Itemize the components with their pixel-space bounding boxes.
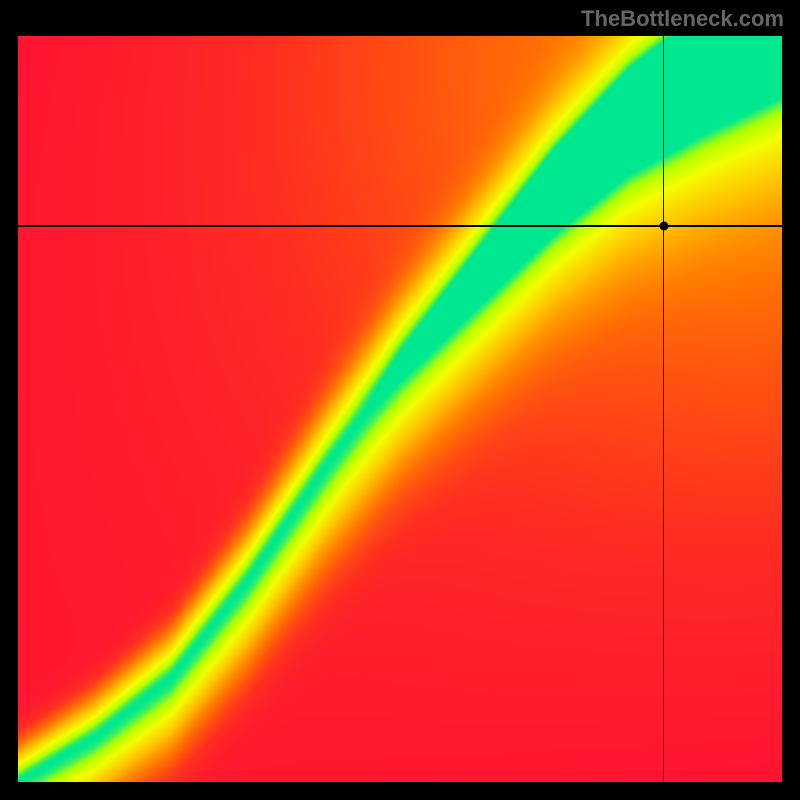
heatmap-plot [18,36,782,782]
crosshair-marker [659,222,668,231]
crosshair-vertical [663,36,665,782]
figure-container: TheBottleneck.com [0,0,800,800]
heatmap-canvas [18,36,782,782]
watermark-text: TheBottleneck.com [581,6,784,32]
